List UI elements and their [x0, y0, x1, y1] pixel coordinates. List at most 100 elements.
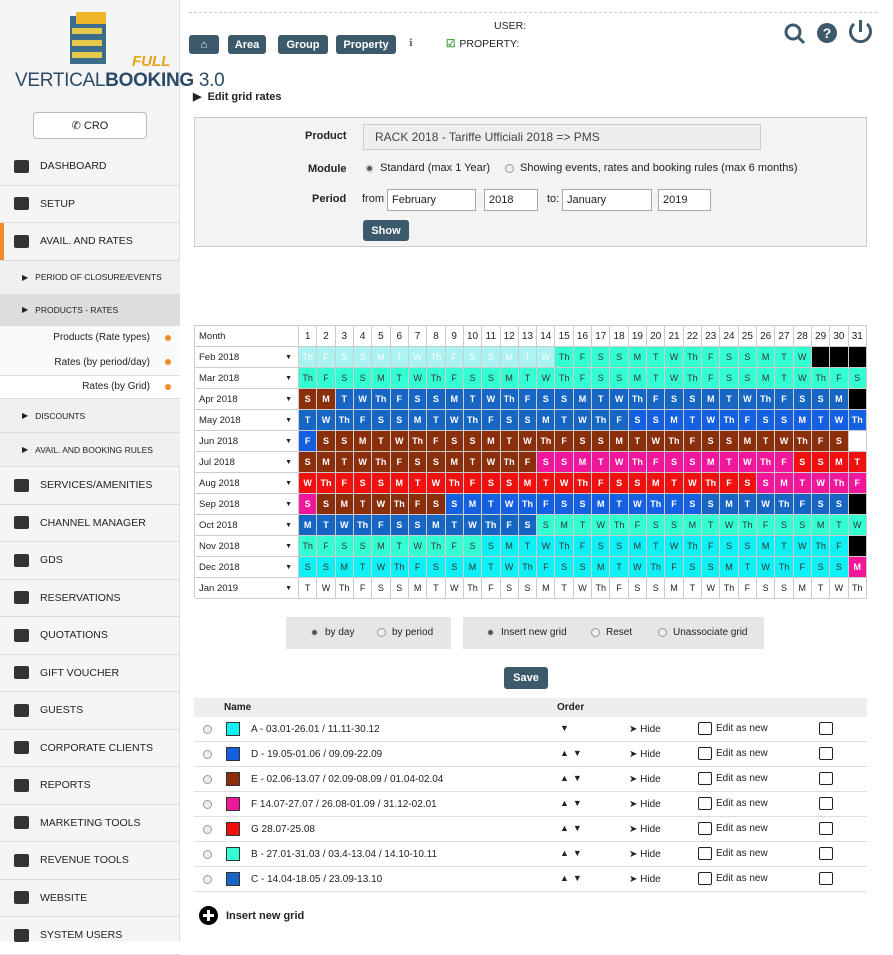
order-arrows[interactable]: ▲▼	[560, 848, 586, 858]
hide-link[interactable]: ➤ Hide	[629, 824, 661, 835]
show-button[interactable]: Show	[363, 220, 409, 241]
edit-icon[interactable]	[819, 847, 833, 860]
radio-option[interactable]: Reset	[591, 627, 632, 638]
edit-as-new[interactable]: Edit as new	[698, 822, 768, 835]
nav-button[interactable]: Property	[336, 35, 396, 54]
radio[interactable]	[203, 850, 212, 859]
radio-option[interactable]: by period	[377, 627, 433, 638]
menu-item[interactable]: Rates (by Grid)	[0, 374, 180, 399]
radio[interactable]	[203, 725, 212, 734]
nav-button[interactable]: Group	[278, 35, 328, 54]
month-select[interactable]: Aug 2018 ▼	[195, 473, 299, 494]
menu-item[interactable]: CHANNEL MANAGER	[0, 505, 180, 542]
menu-item[interactable]: SERVICES/AMENITIES	[0, 467, 180, 505]
edit-as-new[interactable]: Edit as new	[698, 772, 768, 785]
month-select[interactable]: Feb 2018 ▼	[195, 347, 299, 368]
to-month[interactable]: January	[562, 189, 652, 211]
edit-icon[interactable]	[819, 747, 833, 760]
month-select[interactable]: Sep 2018 ▼	[195, 494, 299, 515]
menu-item[interactable]: GUESTS	[0, 692, 180, 730]
day-cell: M	[353, 431, 373, 452]
edit-as-new[interactable]: Edit as new	[698, 747, 768, 760]
menu-item[interactable]: SYSTEM USERS	[0, 917, 180, 955]
product-select[interactable]: RACK 2018 - Tariffe Ufficiali 2018 => PM…	[363, 124, 761, 150]
radio[interactable]	[203, 750, 212, 759]
menu-item[interactable]: ▶ DISCOUNTS	[0, 399, 180, 433]
edit-icon[interactable]	[819, 822, 833, 835]
hide-link[interactable]: ➤ Hide	[629, 849, 661, 860]
order-arrows[interactable]: ▲▼	[560, 748, 586, 758]
menu-item[interactable]: REPORTS	[0, 767, 180, 805]
menu-item[interactable]: GDS	[0, 542, 180, 580]
menu-item[interactable]: REVENUE TOOLS	[0, 842, 180, 880]
day-cell: W	[720, 515, 739, 536]
month-select[interactable]: Nov 2018 ▼	[195, 536, 299, 557]
hide-link[interactable]: ➤ Hide	[629, 774, 661, 785]
menu-item[interactable]: SETUP	[0, 186, 180, 223]
hide-link[interactable]: ➤ Hide	[629, 799, 661, 810]
home-button[interactable]: ⌂	[189, 35, 219, 54]
hide-link[interactable]: ➤ Hide	[629, 724, 661, 735]
menu-item[interactable]: WEBSITE	[0, 880, 180, 917]
radio-option[interactable]: by day	[310, 627, 354, 638]
month-select[interactable]: Jan 2019 ▼	[195, 578, 299, 599]
order-arrows[interactable]: ▲▼	[560, 798, 586, 808]
order-arrows[interactable]: ▲▼	[560, 773, 586, 783]
edit-as-new[interactable]: Edit as new	[698, 722, 768, 735]
edit-icon[interactable]	[819, 797, 833, 810]
edit-as-new[interactable]: Edit as new	[698, 872, 768, 885]
power-icon[interactable]	[849, 22, 872, 44]
day-cell: S	[335, 431, 354, 452]
nav-button[interactable]: Area	[228, 35, 266, 54]
from-month[interactable]: February	[387, 189, 476, 211]
month-select[interactable]: Dec 2018 ▼	[195, 557, 299, 578]
search-icon[interactable]	[784, 23, 802, 41]
menu-item[interactable]: Rates (by period/day)	[0, 350, 180, 375]
edit-icon[interactable]	[819, 872, 833, 885]
menu-item[interactable]: GIFT VOUCHER	[0, 655, 180, 692]
edit-as-new[interactable]: Edit as new	[698, 797, 768, 810]
grid-name: D - 19.05-01.06 / 09.09-22.09	[251, 749, 383, 760]
month-select[interactable]: Jul 2018 ▼	[195, 452, 299, 473]
menu-item[interactable]: MARKETING TOOLS	[0, 805, 180, 842]
month-select[interactable]: Jun 2018 ▼	[195, 431, 299, 452]
edit-icon[interactable]	[819, 772, 833, 785]
order-arrows[interactable]: ▼	[560, 723, 573, 733]
radio-option[interactable]: Unassociate grid	[658, 627, 747, 638]
module-option[interactable]: Showing events, rates and booking rules …	[505, 162, 798, 174]
menu-item[interactable]: CORPORATE CLIENTS	[0, 730, 180, 767]
month-select[interactable]: Mar 2018 ▼	[195, 368, 299, 389]
hide-link[interactable]: ➤ Hide	[629, 874, 661, 885]
month-select[interactable]: May 2018 ▼	[195, 410, 299, 431]
month-select[interactable]: Apr 2018 ▼	[195, 389, 299, 410]
menu-item[interactable]: ▶ PRODUCTS - RATES	[0, 294, 180, 326]
insert-grid[interactable]: Insert new grid	[199, 906, 304, 925]
hide-link[interactable]: ➤ Hide	[629, 749, 661, 760]
order-arrows[interactable]: ▲▼	[560, 873, 586, 883]
day-cell: M	[573, 389, 593, 410]
radio[interactable]	[203, 825, 212, 834]
menu-item[interactable]: Products (Rate types)	[0, 325, 180, 350]
cro-button[interactable]: ✆ CRO	[33, 112, 147, 139]
order-arrows[interactable]: ▲▼	[560, 823, 586, 833]
radio[interactable]	[203, 875, 212, 884]
menu-item[interactable]: ▶ AVAIL. AND BOOKING RULES	[0, 433, 180, 467]
month-select[interactable]: Oct 2018 ▼	[195, 515, 299, 536]
from-year[interactable]: 2018	[484, 189, 538, 211]
edit-icon[interactable]	[819, 722, 833, 735]
menu-item[interactable]: RESERVATIONS	[0, 580, 180, 617]
radio[interactable]	[203, 800, 212, 809]
save-button[interactable]: Save	[504, 667, 548, 689]
to-year[interactable]: 2019	[658, 189, 711, 211]
radio-option[interactable]: Insert new grid	[486, 627, 567, 638]
edit-label: Edit as new	[716, 748, 768, 759]
help-icon[interactable]	[817, 23, 837, 43]
menu-item[interactable]: AVAIL. AND RATES	[0, 223, 180, 261]
radio[interactable]	[203, 775, 212, 784]
menu-item[interactable]: ▶ PERIOD OF CLOSURE/EVENTS	[0, 260, 180, 295]
module-option[interactable]: Standard (max 1 Year)	[365, 162, 490, 174]
day-cell: M	[628, 368, 648, 389]
menu-item[interactable]: QUOTATIONS	[0, 617, 180, 655]
edit-as-new[interactable]: Edit as new	[698, 847, 768, 860]
menu-item[interactable]: DASHBOARD	[0, 148, 180, 186]
